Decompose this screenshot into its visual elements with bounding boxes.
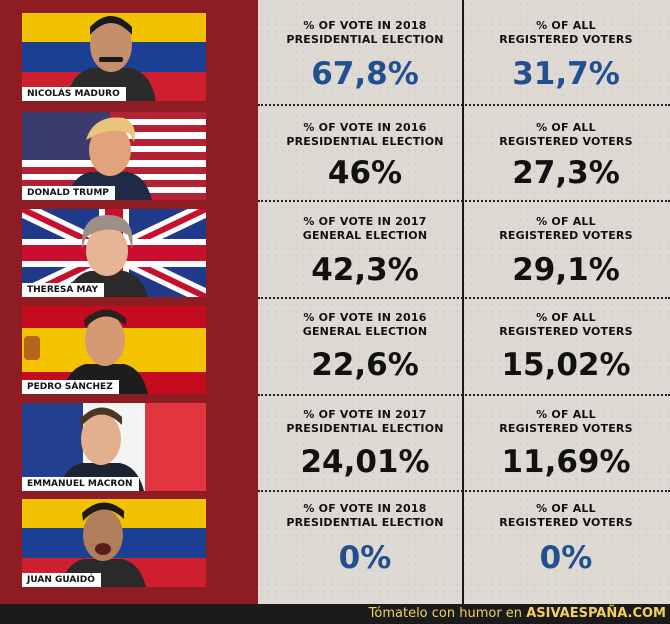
registered-voters-label: % OF ALL REGISTERED VOTERS [499, 408, 633, 435]
registered-voters-value: 11,69% [501, 444, 631, 480]
politician-name: DONALD TRUMP [22, 186, 115, 200]
footer-brand-link[interactable]: ASIVAESPAÑA.COM [526, 606, 666, 621]
venezuela-flag-maduro: NICOLÁS MADURO [22, 13, 206, 101]
vote-share-label: % OF VOTE IN 2018 PRESIDENTIAL ELECTION [286, 19, 444, 46]
registered-voters-label: % OF ALL REGISTERED VOTERS [499, 215, 633, 242]
registered-voters-label: % OF ALL REGISTERED VOTERS [499, 121, 633, 148]
vote-share-value: 0% [338, 540, 392, 576]
row-divider [258, 104, 670, 106]
coat-of-arms [24, 336, 40, 360]
registered-voters-label: % OF ALL REGISTERED VOTERS [499, 502, 633, 529]
vote-share-label: % OF VOTE IN 2016 PRESIDENTIAL ELECTION [286, 121, 444, 148]
right-panel [258, 0, 670, 604]
vote-share-value: 22,6% [311, 347, 419, 383]
vote-share-value: 46% [327, 155, 403, 191]
politician-name: JUAN GUAIDÓ [22, 573, 101, 587]
registered-voters-value: 27,3% [512, 155, 620, 191]
vote-share-label: % OF VOTE IN 2017 GENERAL ELECTION [302, 215, 428, 242]
row-divider [258, 490, 670, 492]
footer-text: Tómatelo con humor en [368, 606, 523, 621]
row-divider [258, 297, 670, 299]
registered-voters-label: % OF ALL REGISTERED VOTERS [499, 311, 633, 338]
france-flag-macron: EMMANUEL MACRON [22, 403, 206, 491]
vote-share-value: 42,3% [311, 252, 419, 288]
vote-share-label: % OF VOTE IN 2016 GENERAL ELECTION [302, 311, 428, 338]
politician-name: PEDRO SÁNCHEZ [22, 380, 119, 394]
registered-voters-value: 29,1% [512, 252, 620, 288]
row-divider [258, 200, 670, 202]
vote-share-value: 67,8% [311, 56, 419, 92]
column-divider [462, 0, 464, 604]
vote-share-label: % OF VOTE IN 2017 PRESIDENTIAL ELECTION [286, 408, 444, 435]
vote-share-label: % OF VOTE IN 2018 PRESIDENTIAL ELECTION [286, 502, 444, 529]
registered-voters-value: 0% [539, 540, 593, 576]
registered-voters-label: % OF ALL REGISTERED VOTERS [499, 19, 633, 46]
politician-name: EMMANUEL MACRON [22, 477, 139, 491]
vote-share-value: 24,01% [300, 444, 430, 480]
usa-flag-trump: DONALD TRUMP [22, 112, 206, 200]
spain-flag-sanchez: PEDRO SÁNCHEZ [22, 306, 206, 394]
politician-name: NICOLÁS MADURO [22, 87, 126, 101]
uk-flag-may: THERESA MAY [22, 209, 206, 297]
registered-voters-value: 15,02% [501, 347, 631, 383]
venezuela-flag-guaido: JUAN GUAIDÓ [22, 499, 206, 587]
politician-name: THERESA MAY [22, 283, 105, 297]
footer-watermark: Tómatelo con humor en ASIVAESPAÑA.COM [0, 604, 670, 624]
row-divider [258, 394, 670, 396]
registered-voters-value: 31,7% [512, 56, 620, 92]
